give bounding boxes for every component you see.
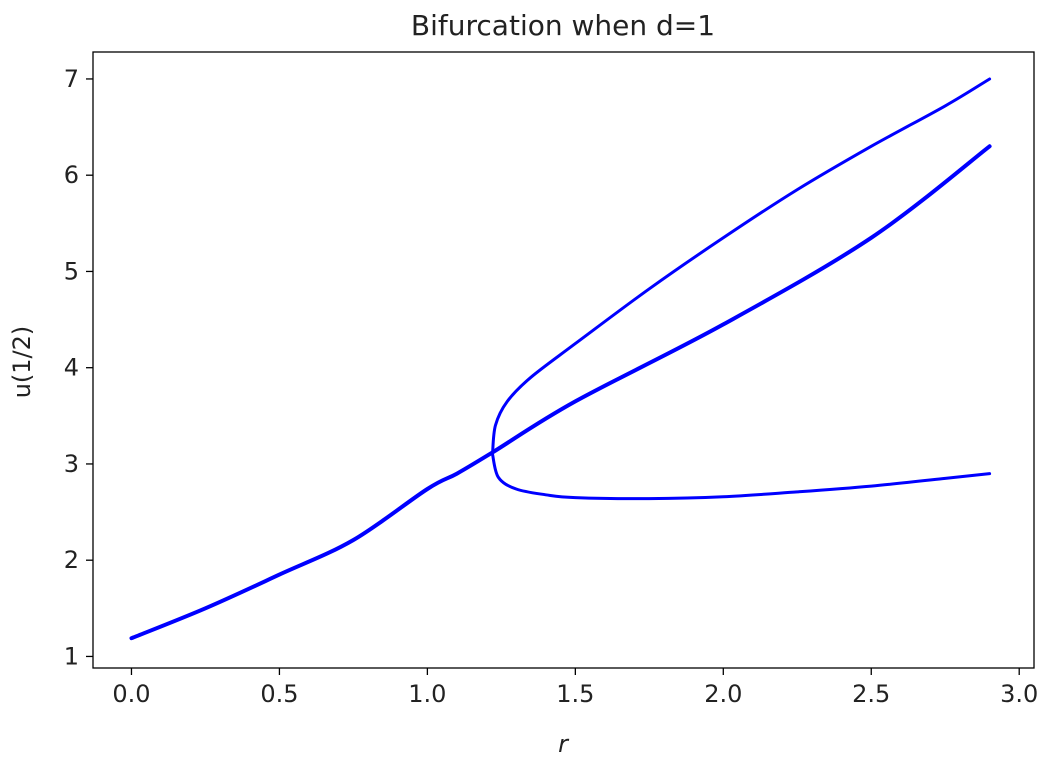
x-tick-label: 0.5 [260, 680, 298, 708]
x-axis-label: r [558, 730, 570, 758]
x-tick-label: 1.5 [556, 680, 594, 708]
series-line-1 [129, 144, 992, 641]
y-tick-label: 3 [64, 450, 79, 478]
y-tick-label: 5 [64, 257, 79, 285]
series-line-2 [491, 77, 992, 456]
y-axis-label: u(1/2) [8, 326, 36, 399]
x-tick-label: 1.0 [408, 680, 446, 708]
series-layer [129, 77, 992, 641]
y-axis-ticks: 1 2 3 4 5 6 7 [64, 65, 93, 670]
plot-frame [92, 51, 1035, 669]
x-tick-label: 0.0 [112, 680, 150, 708]
y-tick-label: 2 [64, 546, 79, 574]
y-tick-label: 6 [64, 161, 79, 189]
x-axis-ticks: 0.0 0.5 1.0 1.5 2.0 2.5 3.0 [112, 668, 1038, 708]
y-tick-label: 1 [64, 642, 79, 670]
x-tick-label: 2.5 [852, 680, 890, 708]
chart-title: Bifurcation when d=1 [411, 9, 715, 42]
x-tick-label: 3.0 [1000, 680, 1038, 708]
y-tick-label: 7 [64, 65, 79, 93]
plot-area [92, 51, 1035, 669]
x-tick-label: 2.0 [704, 680, 742, 708]
y-tick-label: 4 [64, 354, 79, 382]
series-line-3 [491, 452, 992, 501]
